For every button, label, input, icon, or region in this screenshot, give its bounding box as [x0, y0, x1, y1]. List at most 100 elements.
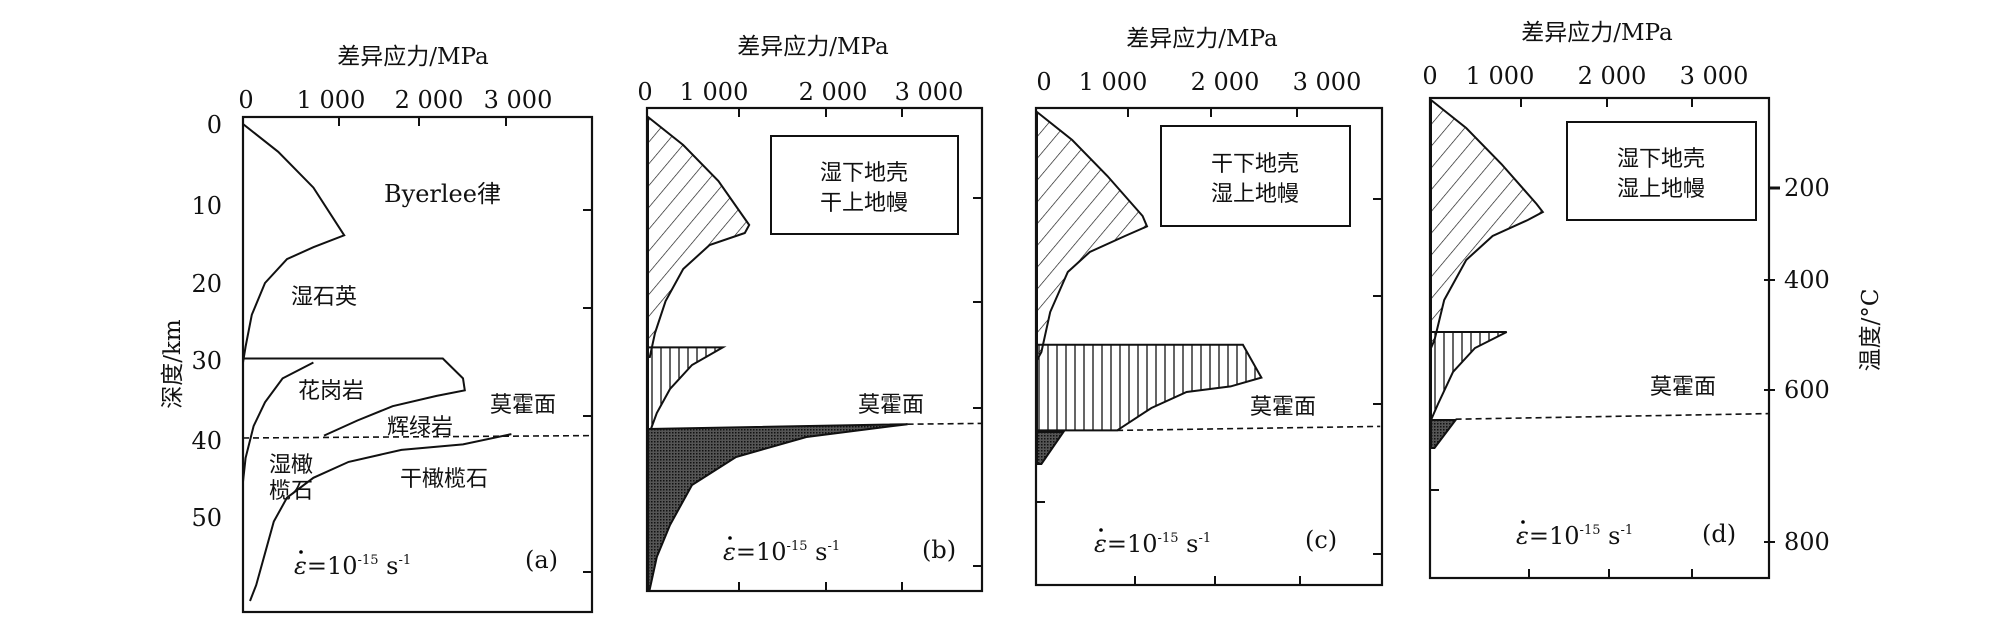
temperature-axis-title: 温度/°C [1858, 289, 1884, 372]
axis-ticks [738, 108, 982, 591]
rate-dot-icon [299, 550, 303, 554]
upper-mantle-condition: 湿上地幔 [1211, 182, 1299, 207]
strain-rate-label: ε=10-15 s-1 [723, 536, 840, 566]
x-tick-label: 1 000 [680, 78, 749, 106]
temp-tick-label: 800 [1784, 528, 1830, 556]
moho-label: 莫霍面 [490, 393, 556, 418]
x-tick-label: 2 000 [1578, 62, 1647, 90]
moho-line [907, 422, 983, 425]
granite-label: 花岗岩 [298, 379, 364, 404]
strain-rate-label: ε=10-15 s-1 [294, 550, 411, 580]
strain-rate-text: ε=10-15 s-1 [1516, 522, 1633, 550]
wet-olivine-label: 榄石 [269, 479, 313, 504]
moho-line [1455, 412, 1769, 420]
curves [242, 123, 592, 602]
byerlee-wet-quartz-curve [242, 123, 346, 363]
moho-label: 莫霍面 [1250, 395, 1316, 420]
moho-label: 莫霍面 [1650, 375, 1716, 400]
y-axis-title: 深度/km [160, 319, 186, 409]
x-tick-label: 3 000 [1293, 68, 1362, 96]
panel-label: (c) [1305, 526, 1337, 554]
upper-mantle-dark-region [647, 423, 908, 590]
panel-label: (a) [525, 546, 558, 574]
strain-rate-part: =10 [1107, 530, 1158, 558]
diabase-label: 辉绿岩 [387, 415, 453, 440]
legend-box [1566, 121, 1757, 221]
strain-rate-label: ε=10-15 s-1 [1094, 528, 1211, 558]
panel-label: (b) [922, 536, 956, 564]
rate-dot-icon [728, 536, 732, 540]
strain-rate-part: -15 [1580, 523, 1601, 538]
temp-tick-label: 400 [1784, 266, 1830, 294]
x-tick-label: 0 [238, 86, 253, 114]
upper-mantle-condition: 湿上地幔 [1617, 177, 1705, 202]
upper-mantle-dark-region [1430, 419, 1458, 449]
strain-rate-part: -15 [787, 539, 808, 554]
moho-label: 莫霍面 [858, 393, 924, 418]
wet-quartz-label: 湿石英 [291, 285, 357, 310]
upper-crust-diagonal-hatch-region [1036, 109, 1149, 361]
x-tick-label: 2 000 [395, 86, 464, 114]
x-tick-label: 0 [1036, 68, 1051, 96]
lower-crust-vertical-hatch-region [1430, 331, 1508, 421]
rate-dot-icon [1521, 520, 1525, 524]
temp-tick-label: 600 [1784, 376, 1830, 404]
y-tick-label: 50 [191, 504, 222, 532]
x-axis-title: 差异应力/MPa [1521, 20, 1673, 46]
x-axis-title: 差异应力/MPa [337, 44, 489, 70]
y-tick-label: 10 [191, 192, 222, 220]
x-tick-label: 3 000 [895, 78, 964, 106]
plot-frame [241, 115, 594, 614]
y-tick-label: 30 [191, 347, 222, 375]
axis-ticks [338, 117, 592, 573]
moho-line [1117, 425, 1381, 432]
lower-crust-condition: 干下地壳 [1211, 152, 1299, 177]
x-tick-label: 3 000 [1680, 62, 1749, 90]
x-tick-label: 0 [1422, 62, 1437, 90]
strain-rate-part: =10 [736, 538, 787, 566]
panel-c: 差异应力/MPa 0 1 000 2 000 3 000 干下地壳 湿上地幔 莫… [1034, 26, 1384, 587]
strain-rate-part: -1 [1620, 523, 1633, 538]
panel-b: 差异应力/MPa 0 1 000 2 000 3 000 湿下地壳 干上地幔 莫… [637, 34, 984, 593]
lower-crust-vertical-hatch-region [647, 346, 727, 438]
upper-crust-diagonal-hatch-region [647, 114, 751, 358]
x-axis-title: 差异应力/MPa [737, 34, 889, 60]
lower-crust-condition: 湿下地壳 [820, 161, 908, 186]
strain-rate-part: s [807, 538, 827, 566]
x-tick-label: 2 000 [1191, 68, 1260, 96]
axis-ticks [1036, 108, 1382, 585]
x-tick-label: 2 000 [799, 78, 868, 106]
strain-rate-text: ε=10-15 s-1 [1094, 530, 1211, 558]
wet-granite-ductile-curve [242, 361, 314, 482]
panel-a: 差异应力/MPa 0 1 000 2 000 3 000 深度/km 0 10 … [160, 44, 594, 614]
byerlee-label: Byerlee律 [384, 180, 501, 208]
upper-mantle-condition: 干上地幔 [820, 191, 908, 216]
x-tick-label: 3 000 [484, 86, 553, 114]
strain-rate-part: s [378, 552, 398, 580]
rate-dot-icon [1099, 528, 1103, 532]
panel-label: (d) [1702, 520, 1736, 548]
dry-olivine-curve [249, 433, 512, 602]
strain-rate-part: ε [723, 538, 736, 566]
y-tick-label: 20 [191, 270, 222, 298]
curves [1036, 109, 1381, 465]
strain-rate-part: =10 [1529, 522, 1580, 550]
legend-box [770, 135, 959, 235]
strain-rate-part: =10 [307, 552, 358, 580]
strain-rate-part: -15 [358, 553, 379, 568]
x-tick-label: 1 000 [1466, 62, 1535, 90]
x-tick-label: 1 000 [1079, 68, 1148, 96]
strain-rate-label: ε=10-15 s-1 [1516, 520, 1633, 550]
upper-crust-diagonal-hatch-region [1430, 97, 1545, 349]
strain-rate-part: -15 [1158, 531, 1179, 546]
lower-crust-vertical-hatch-region [1036, 343, 1263, 432]
y-tick-label: 40 [191, 427, 222, 455]
dry-olivine-label: 干橄榄石 [400, 467, 488, 492]
upper-mantle-dark-region [1036, 431, 1066, 465]
strain-rate-part: -1 [827, 539, 840, 554]
strain-rate-text: ε=10-15 s-1 [294, 552, 411, 580]
curves [1430, 97, 1769, 449]
strain-rate-part: -1 [398, 553, 411, 568]
moho-line [242, 434, 592, 439]
